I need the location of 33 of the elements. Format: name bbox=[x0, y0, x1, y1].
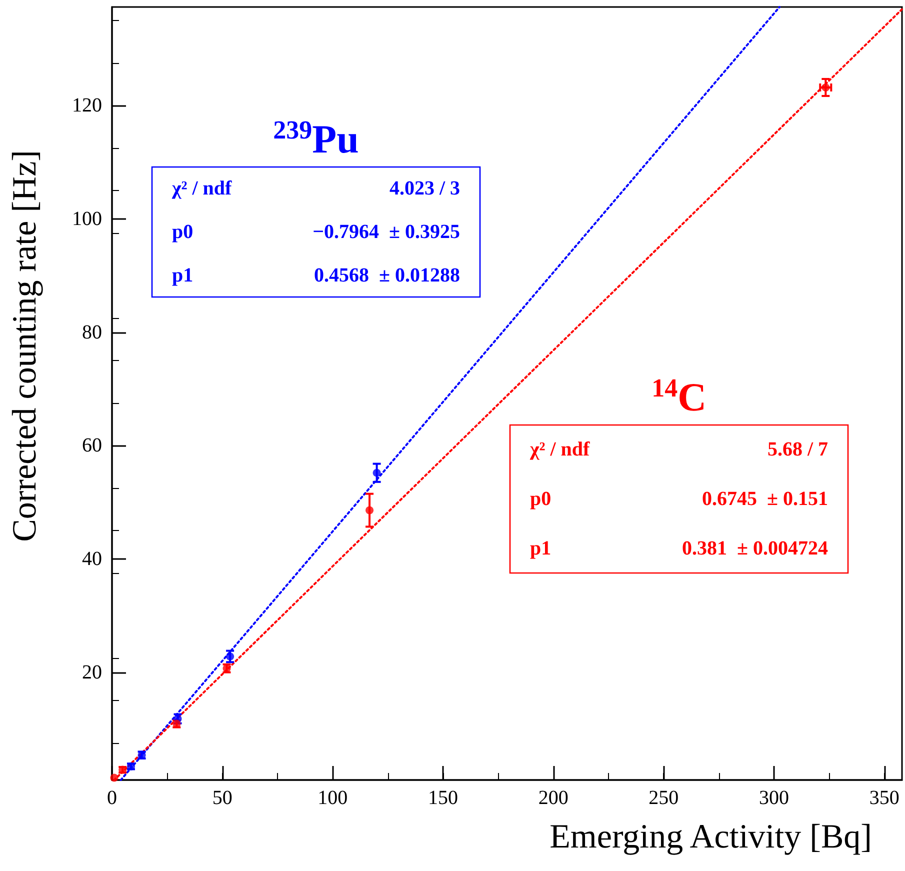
point bbox=[110, 774, 118, 782]
y-tick-label: 100 bbox=[72, 208, 102, 230]
y-tick-label: 40 bbox=[82, 548, 102, 570]
x-tick-label: 200 bbox=[538, 787, 568, 809]
x-tick-label: 0 bbox=[107, 787, 117, 809]
annotation: 0.381 ± 0.004724 bbox=[682, 537, 828, 560]
annotation: p1 bbox=[172, 264, 194, 286]
x-tick-label: 150 bbox=[428, 787, 458, 809]
annotation: 0.4568 ± 0.01288 bbox=[314, 264, 460, 286]
y-tick-label: 120 bbox=[72, 94, 102, 117]
point bbox=[822, 83, 830, 92]
annotation: 0.6745 ± 0.151 bbox=[702, 488, 828, 510]
y-axis-title: Corrected counting rate [Hz] bbox=[6, 150, 44, 542]
y-tick-label: 80 bbox=[82, 321, 102, 344]
annotation: −0.7964 ± 0.3925 bbox=[312, 221, 460, 243]
x-tick-label: 50 bbox=[212, 787, 232, 809]
x-tick-label: 350 bbox=[869, 787, 900, 809]
annotation: χ² / ndf bbox=[171, 178, 232, 200]
y-tick-label: 60 bbox=[82, 434, 102, 457]
x-axis-title: Emerging Activity [Bq] bbox=[550, 818, 872, 856]
x-tick-label: 300 bbox=[759, 787, 790, 809]
annotation: 5.68 / 7 bbox=[767, 438, 828, 461]
annotation: p0 bbox=[530, 488, 552, 510]
x-tick-label: 250 bbox=[648, 787, 679, 809]
point bbox=[372, 468, 381, 477]
annotation: 4.023 / 3 bbox=[389, 178, 460, 200]
annotation: χ² / ndf bbox=[529, 438, 590, 461]
y-tick-label: 20 bbox=[82, 661, 102, 684]
x-tick-label: 100 bbox=[318, 787, 348, 809]
annotation: p0 bbox=[172, 221, 194, 243]
annotation: p1 bbox=[530, 537, 552, 560]
point bbox=[366, 506, 374, 514]
point bbox=[226, 652, 234, 660]
